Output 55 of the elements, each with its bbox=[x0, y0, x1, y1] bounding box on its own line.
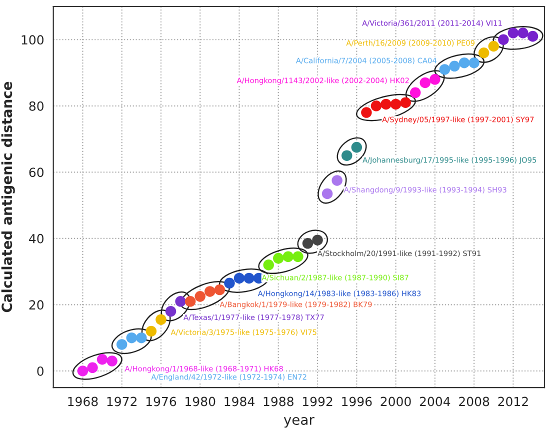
x-tick-label: 1976 bbox=[146, 396, 176, 406]
point bbox=[106, 356, 118, 366]
x-tick-label: 1984 bbox=[224, 396, 254, 406]
point bbox=[370, 100, 382, 112]
point bbox=[292, 251, 304, 262]
point bbox=[96, 354, 108, 365]
point bbox=[184, 296, 196, 307]
point bbox=[449, 60, 460, 72]
point bbox=[380, 98, 392, 110]
point bbox=[87, 362, 98, 374]
x-tick-label: 2008 bbox=[459, 396, 490, 406]
y-tick-label: 100 bbox=[22, 35, 44, 45]
point bbox=[400, 97, 411, 108]
y-axis-title: Calculated antigenic distance bbox=[1, 82, 15, 312]
point bbox=[439, 64, 450, 75]
point bbox=[410, 87, 421, 98]
point bbox=[156, 314, 166, 325]
point bbox=[77, 366, 88, 376]
y-tick-label: 80 bbox=[29, 101, 44, 111]
point bbox=[498, 34, 509, 46]
x-tick-label: 1988 bbox=[264, 396, 294, 406]
x-tick-label: 1972 bbox=[107, 396, 136, 406]
x-tick-label: 1968 bbox=[68, 396, 98, 406]
y-tick-label: 40 bbox=[29, 234, 44, 244]
x-tick-label: 1980 bbox=[186, 396, 216, 406]
point bbox=[282, 251, 294, 262]
point bbox=[244, 272, 254, 284]
point bbox=[332, 175, 342, 186]
point bbox=[430, 74, 440, 85]
point bbox=[194, 291, 206, 302]
point bbox=[204, 286, 216, 297]
point bbox=[518, 28, 528, 38]
y-tick-label: 0 bbox=[37, 366, 44, 376]
x-tick-label: 1992 bbox=[302, 396, 332, 406]
point bbox=[508, 28, 519, 38]
x-tick-label: 2004 bbox=[420, 396, 450, 406]
point bbox=[224, 278, 235, 289]
x-axis-title: year bbox=[284, 416, 314, 428]
point bbox=[361, 107, 372, 118]
point bbox=[234, 272, 245, 284]
point bbox=[273, 252, 284, 264]
point bbox=[214, 284, 226, 296]
point bbox=[458, 57, 470, 68]
point bbox=[468, 57, 480, 68]
point bbox=[322, 188, 333, 200]
x-tick-label: 2012 bbox=[498, 396, 528, 406]
y-tick-label: 60 bbox=[29, 168, 44, 178]
x-tick-label: 1996 bbox=[342, 396, 372, 406]
point bbox=[390, 98, 402, 110]
point bbox=[136, 332, 147, 344]
point bbox=[116, 339, 128, 350]
point bbox=[527, 30, 538, 42]
y-tick-label: 20 bbox=[29, 300, 44, 310]
point bbox=[263, 260, 274, 270]
x-tick-label: 2000 bbox=[380, 396, 411, 406]
